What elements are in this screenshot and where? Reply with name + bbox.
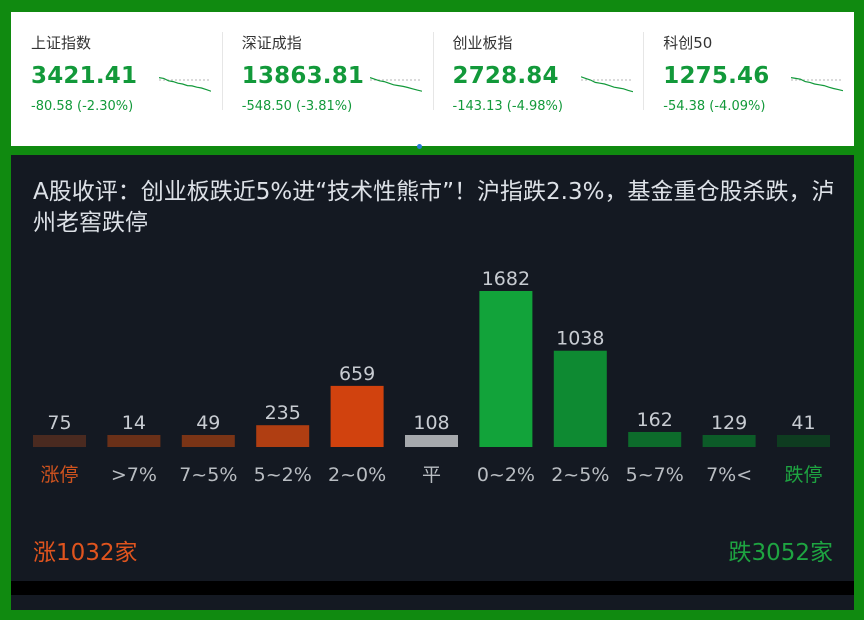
bar-value-label: 1038 (556, 328, 604, 350)
bar-category-label: 5~7% (626, 464, 684, 486)
totals-row: 涨1032家 跌3052家 (33, 533, 833, 573)
bar-value-label: 75 (47, 412, 71, 434)
bar-value-label: 162 (637, 409, 673, 431)
bar-category-label: 5~2% (254, 464, 312, 486)
index-change: -80.58 (-2.30%) (31, 99, 134, 114)
bar-value-label: 659 (339, 363, 375, 385)
rising-count: 涨1032家 (33, 540, 138, 566)
sparkline-line (791, 77, 844, 92)
index-name: 科创50 (663, 34, 713, 52)
bar-value-label: 129 (711, 412, 747, 434)
sparkline-line (159, 77, 211, 92)
bar-value-label: 41 (791, 412, 815, 434)
bar-value-label: 108 (413, 412, 449, 434)
bottom-strip (11, 581, 854, 595)
index-card-chinext[interactable]: 创业板指 2728.84 -143.13 (-4.98%) (432, 12, 644, 146)
bar-category-label: 0~2% (477, 464, 535, 486)
sparkline-chart (580, 76, 633, 93)
bar-2 (181, 435, 235, 447)
bar-6 (479, 291, 533, 447)
sparkline-chart (159, 77, 211, 92)
bar-value-label: 1682 (482, 268, 530, 290)
bar-value-label: 14 (122, 412, 146, 434)
bar-category-label: 7%< (706, 464, 752, 486)
sparkline-line (580, 76, 633, 93)
bar-10 (777, 435, 830, 447)
page-indicator-dot (417, 144, 422, 149)
index-value: 13863.81 (241, 63, 365, 89)
bar-1 (107, 435, 161, 447)
news-headline[interactable]: A股收评：创业板跌近5%进“技术性熊市”！沪指跌2.3%，基金重仓股杀跌，泸州老… (33, 179, 835, 236)
index-change: -54.38 (-4.09%) (663, 99, 766, 114)
index-panel: 上证指数 3421.41 -80.58 (-2.30%) 深证成指 13863.… (11, 12, 854, 146)
bar-category-label: 平 (422, 464, 441, 486)
bar-8 (628, 431, 682, 447)
index-value: 2728.84 (452, 63, 559, 89)
bar-0 (33, 435, 86, 447)
index-name: 创业板指 (452, 34, 513, 52)
index-value: 1275.46 (663, 63, 770, 89)
bar-category-label: 跌停 (784, 464, 822, 486)
bar-value-label: 49 (196, 412, 220, 434)
sparkline-line (369, 77, 422, 92)
bar-category-label: 2~0% (328, 464, 386, 486)
sparkline-chart (369, 77, 422, 92)
bar-9 (702, 435, 756, 447)
index-value: 3421.41 (31, 63, 138, 89)
falling-count: 跌3052家 (728, 540, 833, 566)
index-change: -143.13 (-4.98%) (452, 99, 563, 114)
index-card-star50[interactable]: 科创50 1275.46 -54.38 (-4.09%) (643, 12, 854, 146)
index-name: 深证成指 (241, 34, 302, 52)
bar-category-label: 涨停 (40, 464, 78, 486)
bar-5 (405, 435, 458, 447)
bar-7 (553, 350, 607, 447)
index-card-shanghai[interactable]: 上证指数 3421.41 -80.58 (-2.30%) (11, 12, 222, 146)
index-change: -548.50 (-3.81%) (241, 99, 353, 114)
index-card-shenzhen[interactable]: 深证成指 13863.81 -548.50 (-3.81%) (221, 12, 433, 146)
distribution-bar-chart: 75 涨停 14 >7% 49 7~5% 235 5~2% 659 2~0% 108 平 1682 0~2… (33, 268, 830, 486)
market-breadth-panel: A股收评：创业板跌近5%进“技术性熊市”！沪指跌2.3%，基金重仓股杀跌，泸州老… (11, 155, 854, 610)
sparkline-chart (791, 77, 844, 92)
index-name: 上证指数 (31, 34, 92, 52)
bar-value-label: 235 (265, 402, 301, 424)
bar-category-label: 7~5% (179, 464, 237, 486)
bar-category-label: >7% (111, 464, 157, 486)
bar-4 (330, 385, 384, 447)
bar-3 (256, 425, 310, 447)
bar-category-label: 2~5% (551, 464, 609, 486)
